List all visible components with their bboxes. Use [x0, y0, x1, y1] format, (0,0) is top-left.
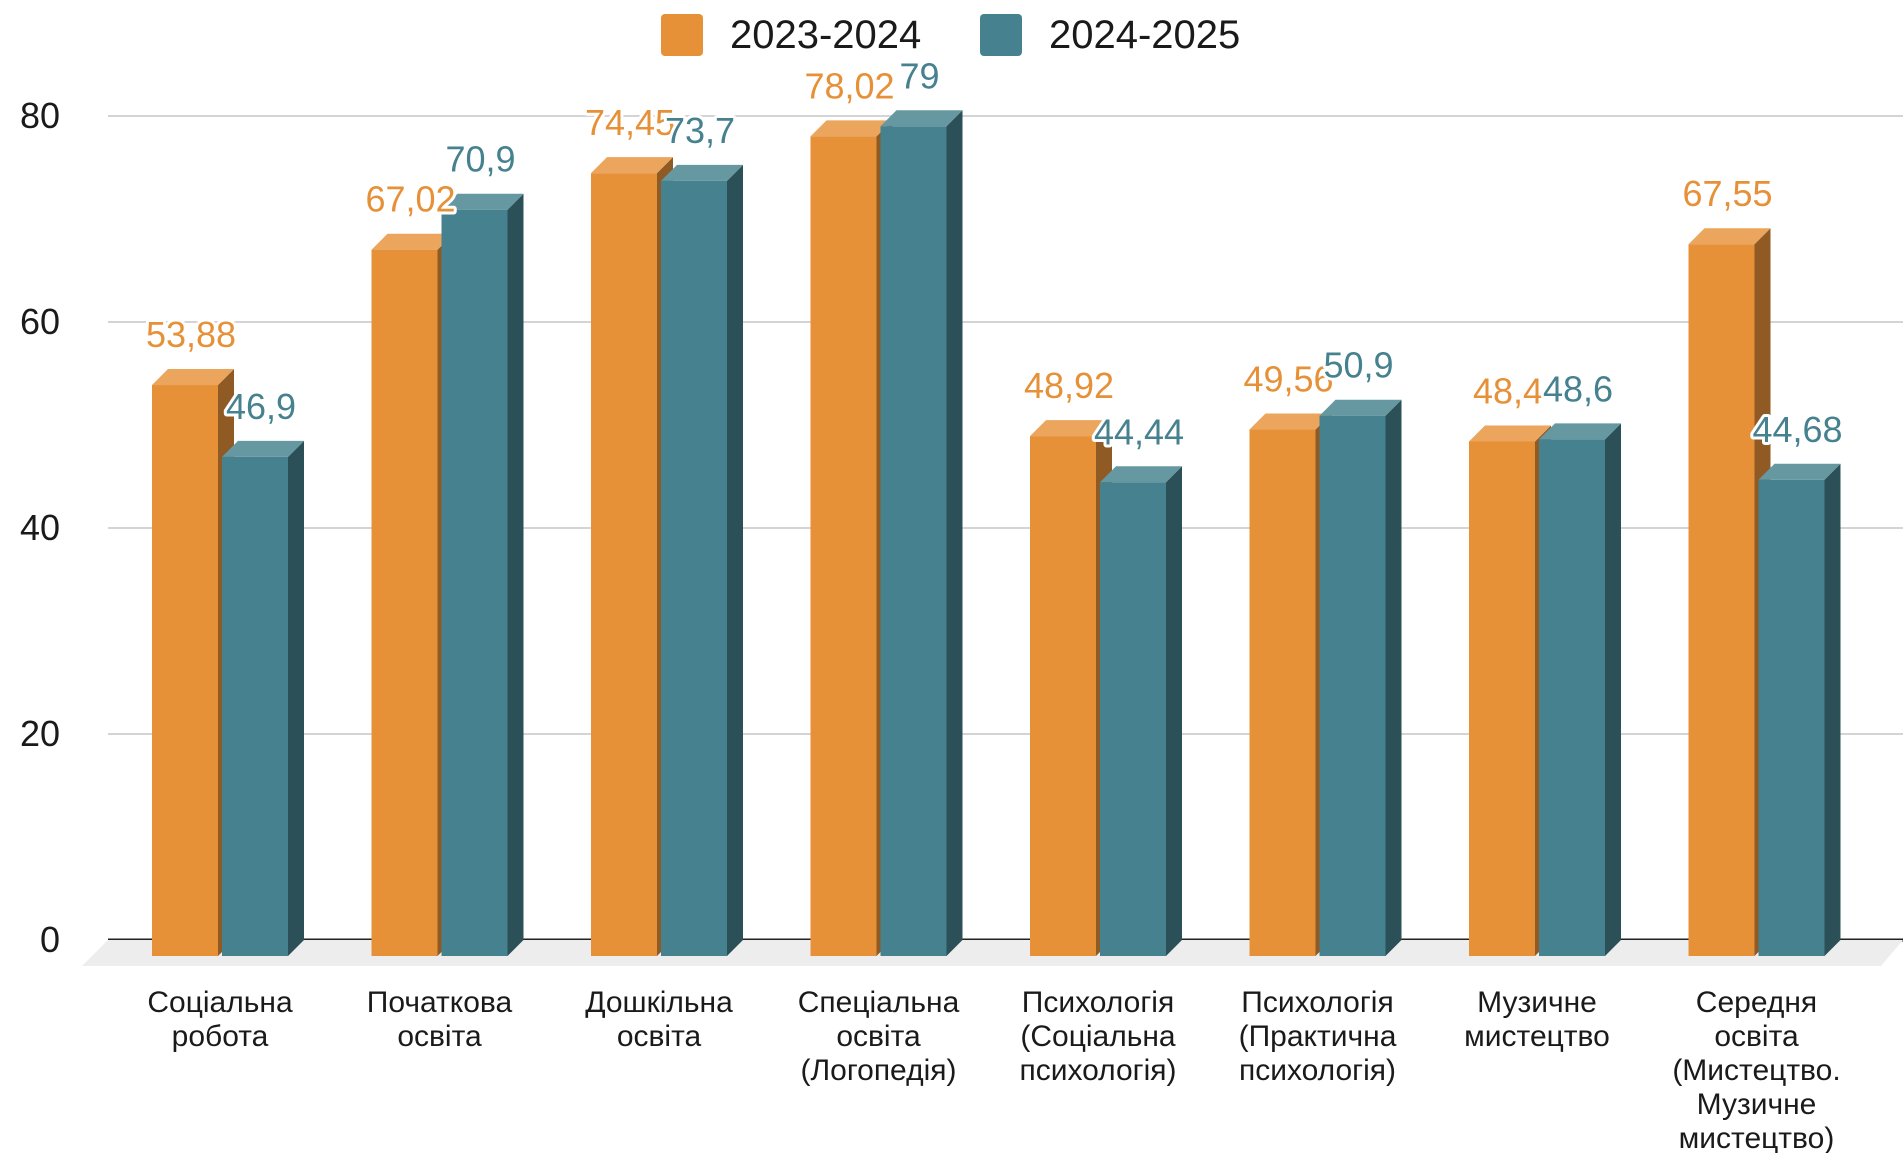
bar-top — [1469, 425, 1551, 442]
data-label: 78,02 — [804, 65, 894, 106]
data-label: 48,92 — [1024, 365, 1114, 406]
legend-label: 2024-2025 — [1049, 13, 1240, 57]
bar-top — [1688, 228, 1771, 245]
bar-2023-2024 — [1469, 425, 1551, 957]
category-label: Середня освіта (Мистецтво. Музичне мистецтво… — [1672, 986, 1840, 1153]
data-label: 44,68 — [1752, 409, 1842, 450]
category-label: Психологія (Соціальна психологія) — [1019, 986, 1176, 1087]
bar-top — [880, 110, 963, 127]
legend-item: 2023-2024 — [661, 13, 921, 57]
bar-front — [1539, 439, 1605, 956]
data-label: 73,7 — [665, 110, 735, 151]
legend-item: 2024-2025 — [980, 13, 1240, 57]
legend-swatch — [980, 14, 1022, 56]
bar-top — [1539, 423, 1621, 440]
legend-swatch — [661, 14, 703, 56]
bar-front — [152, 385, 218, 956]
category-label: Соціальна робота — [147, 986, 293, 1053]
data-label: 50,9 — [1323, 345, 1393, 386]
bar-2024-2025 — [1758, 463, 1841, 956]
floor-plane — [82, 940, 1903, 966]
bar-2023-2024 — [810, 120, 893, 957]
bar-front — [371, 249, 438, 957]
y-tick-label: 80 — [20, 95, 60, 136]
bar-side — [507, 193, 524, 957]
bar-top — [441, 193, 524, 210]
bars — [152, 110, 1841, 957]
bar-top — [222, 440, 304, 457]
category-label: Психологія (Практична психологія) — [1239, 986, 1397, 1087]
bar-2024-2025 — [1319, 399, 1402, 957]
bar-2024-2025 — [1100, 466, 1182, 956]
y-tick-label: 20 — [20, 713, 60, 754]
bar-front — [1100, 482, 1166, 956]
bar-top — [152, 369, 234, 386]
bar-top — [1249, 413, 1332, 430]
category-label: Спеціальна освіта (Логопедія) — [798, 986, 960, 1087]
y-tick-label: 0 — [40, 919, 60, 960]
bar-front — [441, 209, 508, 957]
bar-front — [1030, 436, 1096, 956]
bar-2023-2024 — [1249, 413, 1332, 957]
bar-top — [810, 120, 893, 137]
bar-top — [1030, 420, 1112, 437]
bar-front — [1758, 479, 1825, 956]
category-label: Музичне мистецтво — [1464, 986, 1610, 1053]
bar-front — [1249, 429, 1316, 957]
x-axis: Соціальна робота Початкова освіта Дошкільна о… — [147, 986, 1840, 1153]
bar-front — [222, 456, 288, 956]
data-label: 53,88 — [146, 314, 236, 355]
bar-2024-2025 — [441, 193, 524, 957]
category-label: Початкова освіта — [367, 986, 513, 1053]
bar-top — [371, 233, 454, 250]
bar-front — [810, 136, 877, 957]
bar-side — [1385, 399, 1402, 957]
bar-side — [946, 110, 963, 957]
category-label: Дошкільна освіта — [585, 986, 733, 1053]
bar-2023-2024 — [1688, 228, 1771, 957]
legend-label: 2023-2024 — [730, 13, 921, 57]
bar-2023-2024 — [1030, 420, 1112, 956]
bar-side — [288, 440, 304, 956]
bar-2023-2024 — [371, 233, 454, 957]
data-label: 67,55 — [1682, 173, 1772, 214]
data-label: 49,56 — [1243, 359, 1333, 400]
bar-top — [591, 157, 673, 174]
bar-front — [661, 180, 727, 956]
data-label: 70,9 — [445, 139, 515, 180]
y-tick-label: 40 — [20, 507, 60, 548]
bar-2024-2025 — [880, 110, 963, 957]
data-label: 48,4 — [1473, 370, 1543, 411]
data-label: 46,9 — [226, 386, 296, 427]
data-label: 48,6 — [1543, 368, 1613, 409]
bar-top — [661, 164, 743, 181]
y-tick-label: 60 — [20, 301, 60, 342]
legend: 2023-2024 2024-2025 — [661, 13, 1240, 57]
bar-2024-2025 — [1539, 423, 1621, 956]
bar-2023-2024 — [591, 157, 673, 957]
data-label: 79 — [899, 55, 939, 96]
chart-floor — [82, 940, 1903, 966]
bar-2023-2024 — [152, 369, 234, 956]
bar-top — [1319, 399, 1402, 416]
bar-side — [1166, 466, 1182, 956]
bar-side — [1824, 463, 1841, 956]
bar-front — [591, 173, 657, 957]
bar-front — [880, 126, 947, 957]
bar-front — [1469, 441, 1535, 957]
bar-side — [727, 164, 743, 956]
bar-2024-2025 — [661, 164, 743, 956]
bar-front — [1688, 244, 1755, 957]
bar-top — [1100, 466, 1182, 483]
data-label: 74,45 — [585, 102, 675, 143]
data-label: 67,02 — [365, 179, 455, 220]
y-axis: 0 20 40 60 80 — [20, 95, 60, 960]
bar-front — [1319, 415, 1386, 957]
data-label: 44,44 — [1094, 411, 1184, 452]
bar-top — [1758, 463, 1841, 480]
bar-side — [1605, 423, 1621, 956]
bar-2024-2025 — [222, 440, 304, 956]
